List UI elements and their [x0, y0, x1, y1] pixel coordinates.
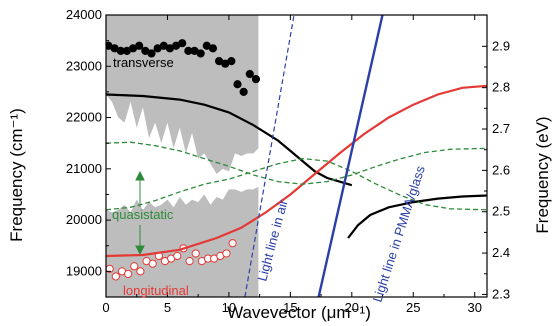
y-left-tick-label: 22000: [66, 110, 102, 125]
data-point-1-1: [111, 272, 120, 281]
x-tick-label: 15: [283, 300, 297, 315]
axes-group: 0 5 10 15 20 25 30 19000 20000 21000 22000 23000 240…: [66, 7, 510, 315]
x-axis-title: Wavevector (μm⁻¹): [227, 303, 371, 322]
data-point-1-3: [124, 269, 133, 279]
x-tick-label: 10: [222, 300, 236, 315]
data-point-1-14: [191, 249, 200, 258]
data-point-0-22: [239, 87, 248, 97]
series-group: [106, 15, 487, 297]
y-left-tick-label: 19000: [66, 263, 102, 278]
series-line-2: [106, 93, 353, 187]
x-tick-label: 5: [164, 300, 171, 315]
quasistatic-arrows: [135, 170, 145, 256]
data-point-1-4: [130, 262, 139, 271]
y-axis-title-right: Frequency (eV): [533, 116, 552, 233]
y-left-tick-label: 21000: [66, 161, 102, 176]
series-line-5: [106, 141, 487, 185]
data-point-0-7: [147, 49, 156, 58]
y-axis-title-left: Frequency (cm⁻¹): [7, 108, 26, 242]
series-line-6: [106, 157, 487, 211]
x-tick-label: 0: [102, 300, 109, 315]
y-right-tick-label: 2.7: [492, 121, 510, 136]
series-line-3: [347, 194, 487, 239]
data-point-0-21: [233, 80, 242, 89]
data-point-0-20: [227, 57, 236, 66]
data-point-0-15: [196, 49, 205, 58]
y-right-tick-label: 2.5: [492, 204, 510, 219]
y-right-tick-label: 2.4: [492, 245, 510, 260]
data-point-1-13: [185, 257, 194, 266]
annotation-longitudinal: longitudinal: [123, 283, 189, 298]
data-point-1-5: [136, 267, 145, 276]
series-line-4: [106, 84, 487, 258]
annotation-quasistatic: quasistatic: [112, 207, 174, 222]
data-point-0-24: [251, 74, 261, 84]
data-point-0-17: [208, 44, 218, 53]
y-left-tick-label: 20000: [66, 212, 102, 227]
data-point-1-19: [222, 249, 231, 258]
data-point-1-7: [148, 259, 157, 268]
y-right-tick-label: 2.6: [492, 162, 510, 177]
data-point-1-20: [228, 239, 237, 248]
x-tick-label: 25: [406, 300, 420, 315]
y-left-tick-label: 24000: [66, 7, 102, 22]
series-line-8: [317, 15, 384, 297]
data-point-0-5: [135, 41, 144, 50]
x-tick-label: 20: [345, 300, 359, 315]
y-right-tick-label: 2.8: [492, 80, 510, 95]
plot-frame: [105, 14, 488, 298]
y-left-tick-label: 23000: [66, 58, 102, 73]
data-point-0-12: [178, 39, 187, 48]
y-right-tick-label: 2.3: [492, 286, 510, 301]
annotation-transverse: transverse: [113, 55, 174, 70]
shaded-band-lower: [106, 186, 259, 297]
y-right-tick-label: 2.9: [492, 38, 510, 53]
x-tick-label: 30: [467, 300, 481, 315]
data-point-0-23: [245, 69, 254, 79]
data-point-1-11: [173, 251, 182, 261]
